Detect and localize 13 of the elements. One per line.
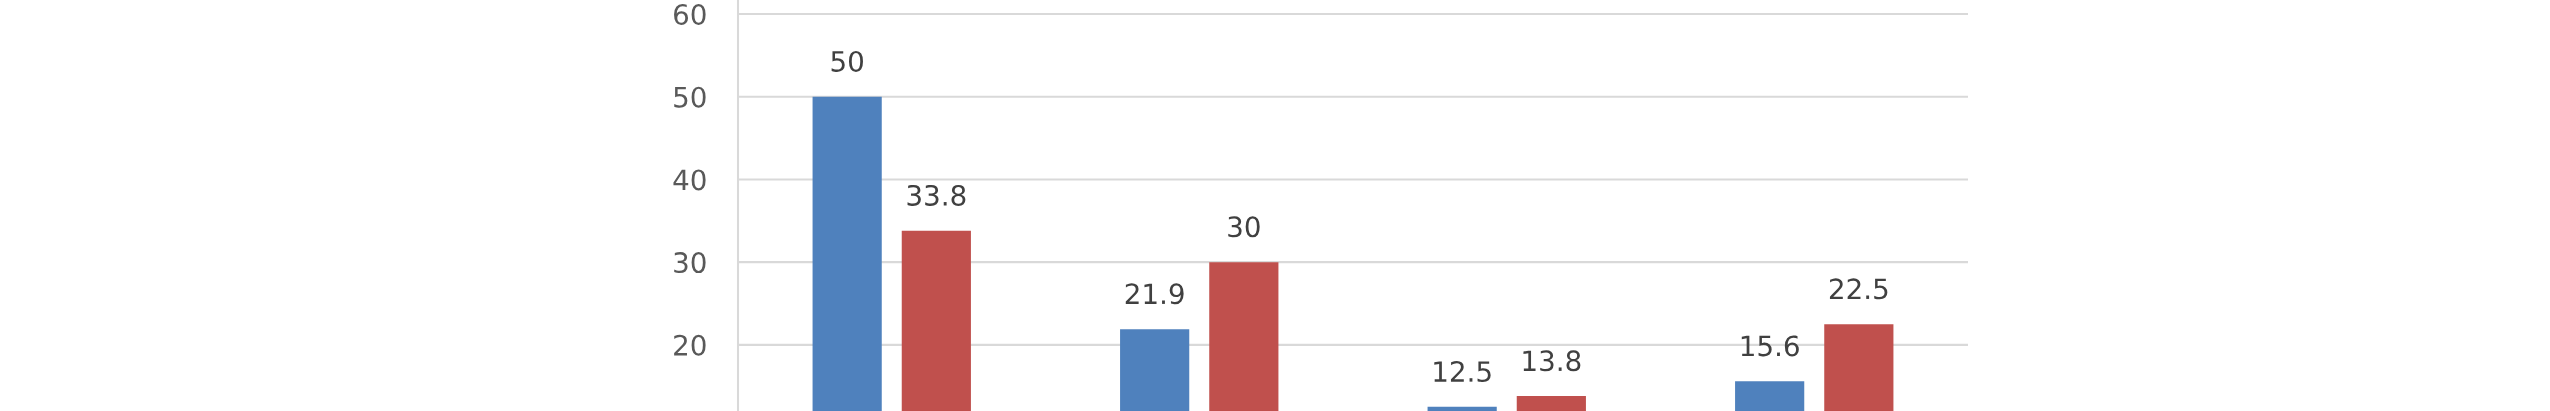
data-label: 12.5 — [1434, 361, 1491, 383]
data-label: 22.5 — [1829, 278, 1888, 300]
y-tick-label: 60 — [674, 4, 706, 26]
data-label: 30 — [1228, 216, 1260, 238]
data-label: 21.9 — [1125, 283, 1184, 305]
y-tick-label: 40 — [673, 169, 706, 191]
data-label: 15.6 — [1741, 335, 1799, 357]
y-tick-label: 50 — [674, 86, 706, 108]
data-label: 13.8 — [1523, 350, 1581, 372]
data-label: 50 — [831, 50, 863, 72]
data-label: 33.8 — [907, 184, 966, 206]
y-tick-label: 20 — [674, 334, 706, 356]
y-tick-label: 30 — [674, 252, 706, 274]
